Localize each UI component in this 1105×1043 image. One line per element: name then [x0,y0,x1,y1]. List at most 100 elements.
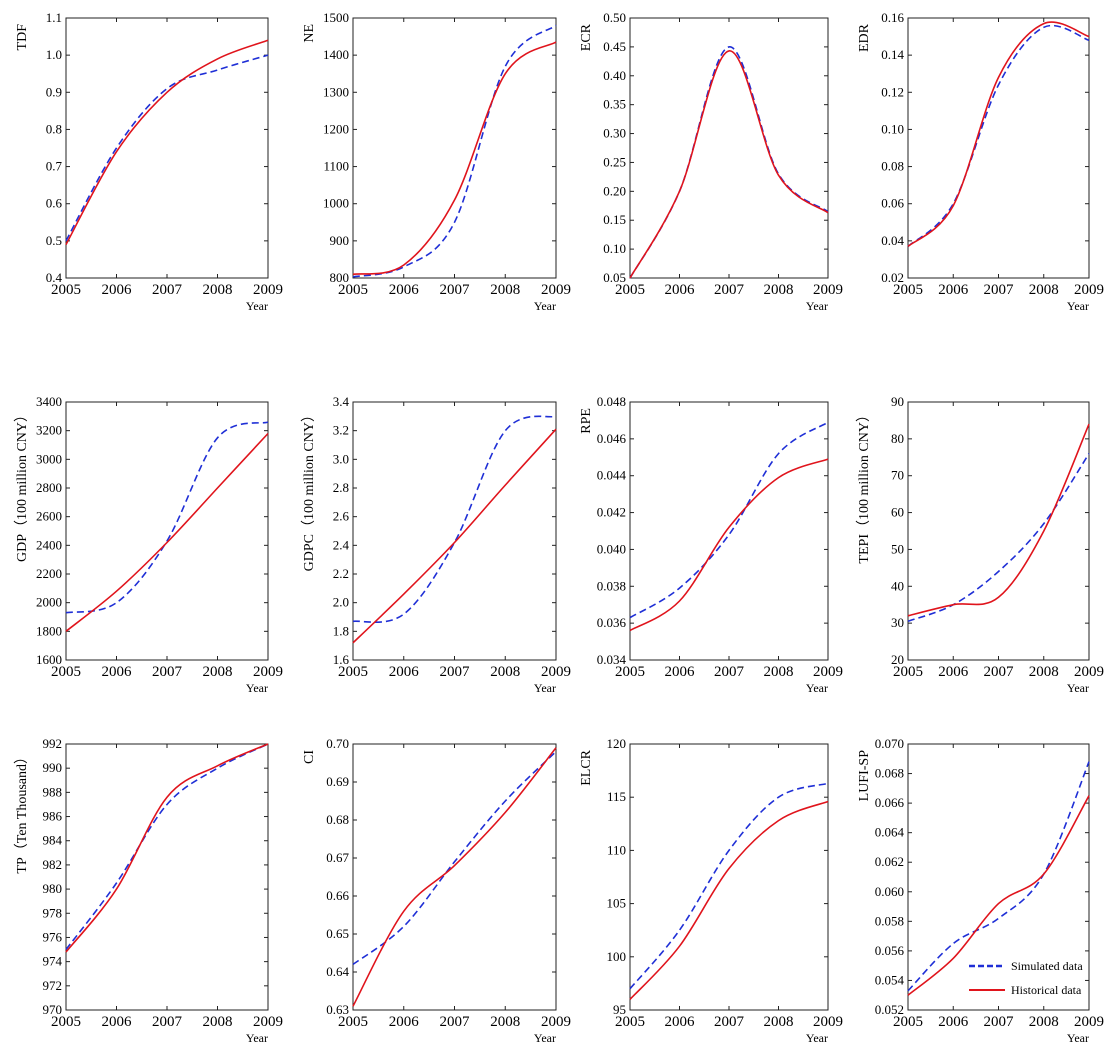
x-tick-label: 2008 [203,664,233,680]
y-tick-label: 2.8 [333,480,349,495]
x-tick-label: 2008 [764,664,794,680]
y-tick-label: 0.068 [875,766,904,781]
y-axis-label: EDR [857,23,872,52]
chart-panel-10: 0.63 0.64 0.65 0.66 0.67 0.68 0.69 0.70 2005 2006… [302,736,571,1043]
x-axis-label: Year [806,299,828,313]
x-tick-label: 2009 [253,664,283,680]
y-tick-label: 100 [607,949,627,964]
y-axis-label: GDPC（100 million CNY） [301,408,317,571]
simulated-series-line [352,415,557,623]
y-tick-label: 0.64 [326,964,349,979]
y-tick-label: 0.14 [881,47,904,62]
y-tick-label: 0.7 [46,159,63,174]
chart-panel-5: 1600 1800 2000 2200 2400 2600 2800 3000 3200 3400… [14,394,283,695]
x-tick-label: 2006 [102,664,133,680]
y-tick-label: 0.63 [326,1002,349,1017]
y-tick-label: 0.08 [881,159,904,174]
y-tick-label: 95 [613,1002,626,1017]
y-tick-label: 2.2 [333,566,349,581]
y-tick-label: 0.044 [597,468,627,483]
y-tick-label: 0.12 [881,84,904,99]
y-tick-label: 115 [607,789,626,804]
y-tick-label: 2.4 [333,537,350,552]
x-tick-label: 2009 [541,664,571,680]
y-tick-label: 0.034 [597,652,627,667]
chart-panel-8: 20 30 40 50 60 70 80 90 2005 2006 2007 2008 2009Year… [856,394,1104,695]
x-axis-label: Year [1067,1031,1089,1043]
y-tick-label: 0.65 [326,926,349,941]
x-tick-label: 2006 [389,1014,420,1030]
y-tick-label: 40 [891,578,904,593]
historical-series-line [352,747,557,1007]
x-tick-label: 2007 [714,1014,745,1030]
chart-panel-6: 1.6 1.8 2.0 2.2 2.4 2.6 2.8 3.0 3.2 3.4 2005 2006 20… [301,394,571,695]
y-tick-label: 30 [891,615,904,630]
y-tick-label: 1000 [323,196,349,211]
x-tick-label: 2008 [1029,282,1059,298]
y-tick-label: 3.2 [333,423,349,438]
y-tick-label: 105 [607,896,627,911]
historical-series-line [629,458,829,632]
y-tick-label: 2800 [36,480,62,495]
x-tick-label: 2009 [813,282,843,298]
historical-series-line [629,50,829,279]
x-tick-label: 2008 [1029,1014,1059,1030]
y-tick-label: 982 [43,857,63,872]
historical-series-line [65,743,269,953]
x-tick-label: 2008 [764,282,794,298]
y-axis-label: TEPI（100 million CNY） [856,408,872,564]
x-tick-label: 2008 [203,282,233,298]
y-tick-label: 0.038 [597,578,626,593]
x-tick-label: 2007 [984,1014,1015,1030]
x-tick-label: 2005 [51,1014,81,1030]
x-tick-label: 2009 [1074,1014,1104,1030]
x-axis-label: Year [806,1031,828,1043]
simulated-series-line [352,24,557,278]
y-tick-label: 970 [43,1002,63,1017]
y-tick-label: 1600 [36,652,62,667]
y-tick-label: 0.9 [46,84,62,99]
x-tick-label: 2008 [490,664,520,680]
y-axis-label: TDF [15,24,30,51]
y-tick-label: 0.056 [875,943,905,958]
y-tick-label: 0.060 [875,884,904,899]
y-tick-label: 3400 [36,394,62,409]
x-tick-label: 2009 [1074,282,1104,298]
y-tick-label: 0.16 [881,10,904,25]
y-tick-label: 3200 [36,423,62,438]
plot-frame [629,17,829,279]
plot-frame [907,17,1090,279]
y-tick-label: 992 [43,736,63,751]
y-tick-label: 1100 [323,159,349,174]
historical-series-line [352,41,557,276]
historical-series-line [907,795,1090,996]
x-axis-label: Year [1067,299,1089,313]
simulated-series-line [629,782,829,990]
y-tick-label: 0.67 [326,850,349,865]
y-tick-label: 110 [607,842,626,857]
y-tick-label: 90 [891,394,904,409]
y-tick-label: 60 [891,505,904,520]
y-tick-label: 0.20 [603,183,626,198]
x-tick-label: 2009 [1074,664,1104,680]
y-tick-label: 990 [43,760,63,775]
x-tick-label: 2005 [615,282,645,298]
simulated-series-line [65,54,269,242]
y-tick-label: 988 [43,784,63,799]
x-tick-label: 2009 [253,1014,283,1030]
legend: Simulated data Historical data [969,959,1083,997]
y-tick-label: 50 [891,541,904,556]
y-tick-label: 0.040 [597,541,626,556]
y-tick-label: 0.066 [875,795,905,810]
y-axis-label: TP（Ten Thousand） [14,750,30,874]
plot-frame [907,401,1090,661]
plot-frame [352,17,557,279]
y-axis-label: ELCR [579,749,594,785]
x-axis-label: Year [1067,681,1089,695]
historical-series-line [65,432,269,632]
x-tick-label: 2006 [665,1014,696,1030]
y-tick-label: 0.30 [603,126,626,141]
x-tick-label: 2006 [389,282,420,298]
y-tick-label: 0.4 [46,270,63,285]
y-tick-label: 0.05 [603,270,626,285]
